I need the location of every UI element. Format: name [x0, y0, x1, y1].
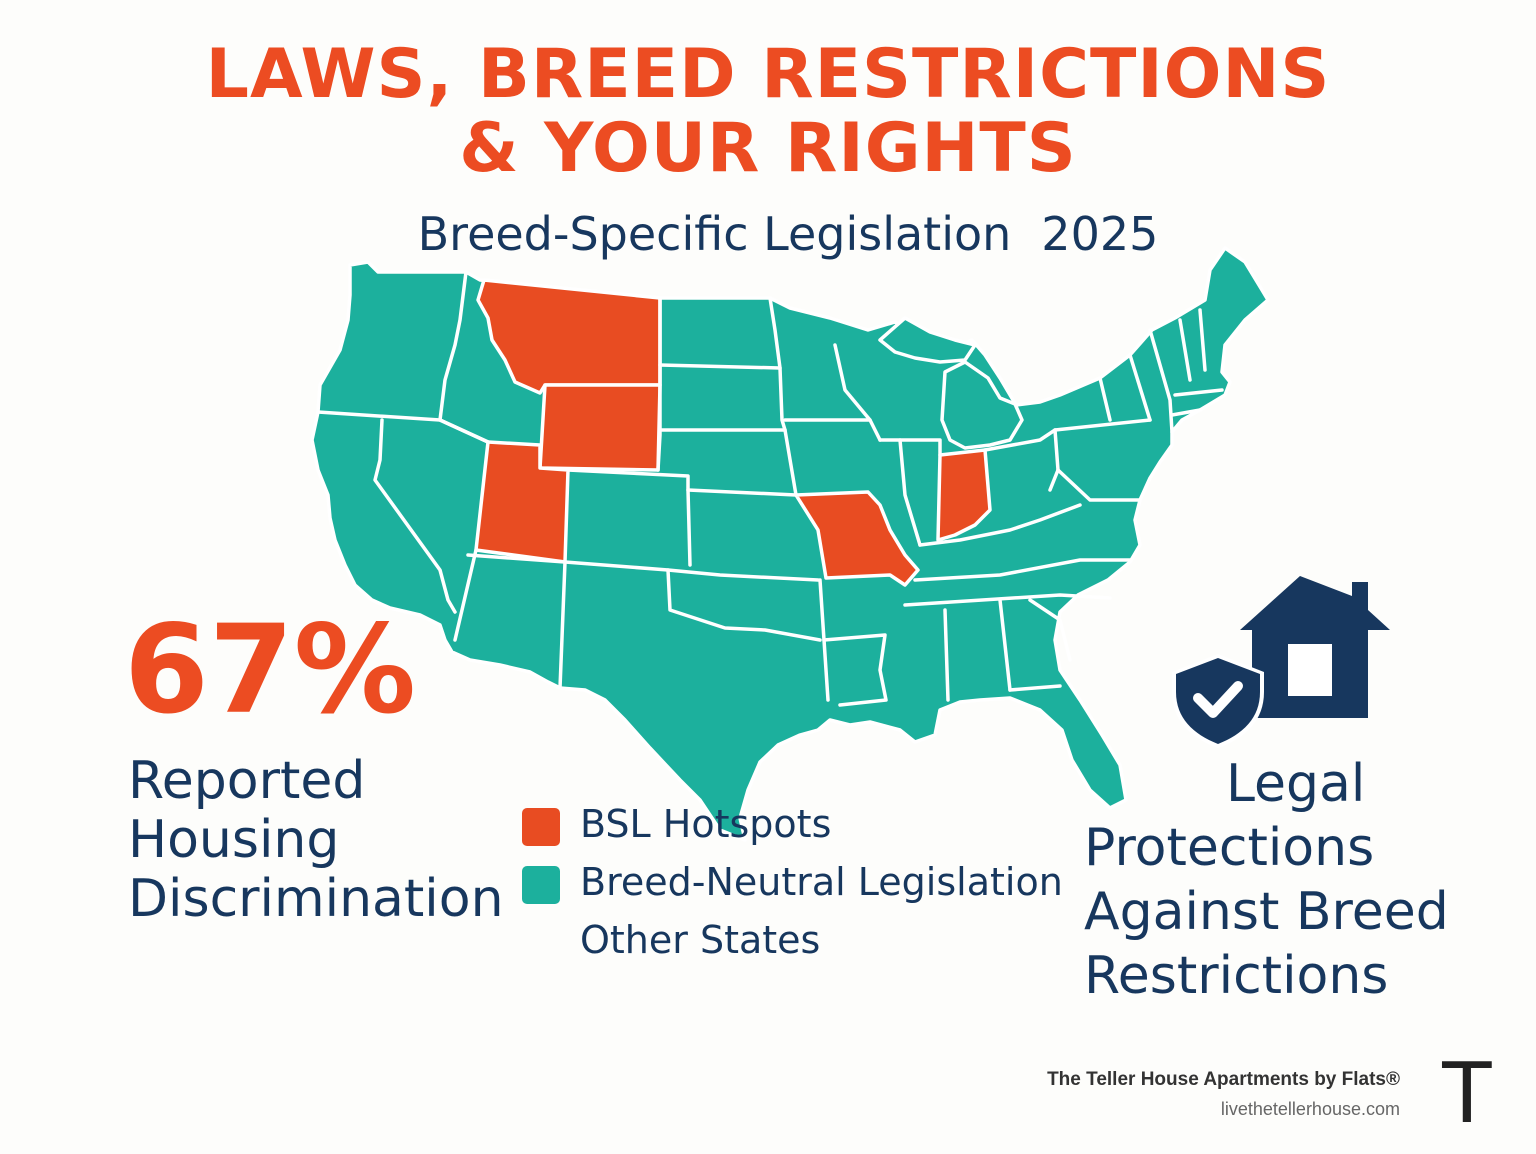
- title-line-1: LAWS, BREED RESTRICTIONS: [205, 35, 1331, 114]
- legal-line-1: Legal: [1226, 754, 1366, 814]
- legend-label: BSL Hotspots: [580, 802, 832, 846]
- stat-label: Reported Housing Discrimination: [128, 752, 504, 929]
- subtitle: Breed-Specific Legislation 2025: [0, 207, 1536, 261]
- michigan-lower: [940, 360, 1024, 450]
- subtitle-text: Breed-Specific Legislation: [417, 207, 1012, 261]
- stat-label-line-3: Discrimination: [128, 869, 504, 929]
- legal-line-3: Against Breed: [1084, 882, 1449, 942]
- state-wyoming-hotspot: [538, 383, 662, 472]
- stat-label-line-2: Housing: [128, 810, 340, 870]
- legend-swatch-neutral: [522, 866, 560, 904]
- footer-url[interactable]: livethetellerhouse.com: [1220, 1099, 1400, 1119]
- house-icon: [1240, 576, 1390, 718]
- footer-brand: The Teller House Apartments by Flats®: [1047, 1069, 1400, 1090]
- legend-label: Other States: [580, 918, 821, 962]
- legal-protections: Legal Protections Against Breed Restrict…: [1084, 752, 1449, 1008]
- legend-swatch-hotspot: [522, 808, 560, 846]
- check-icon: [1193, 681, 1243, 718]
- legal-line-2: Protections: [1084, 818, 1375, 878]
- state-missouri-hotspot: [794, 490, 920, 587]
- stat-percentage: 67%: [124, 599, 417, 741]
- stat-label-line-1: Reported: [128, 751, 366, 811]
- michigan-upper: [878, 316, 977, 364]
- shield-house-icon: [1172, 576, 1390, 748]
- state-borders: [316, 270, 1224, 707]
- legend-label: Breed-Neutral Legislation: [580, 860, 1063, 904]
- subtitle-year: 2025: [1041, 207, 1159, 261]
- brand-logo: T: [1440, 1042, 1494, 1141]
- title-line-2: & YOUR RIGHTS: [459, 109, 1077, 188]
- legal-line-4: Restrictions: [1084, 946, 1389, 1006]
- page-title: LAWS, BREED RESTRICTIONS & YOUR RIGHTS: [0, 38, 1536, 186]
